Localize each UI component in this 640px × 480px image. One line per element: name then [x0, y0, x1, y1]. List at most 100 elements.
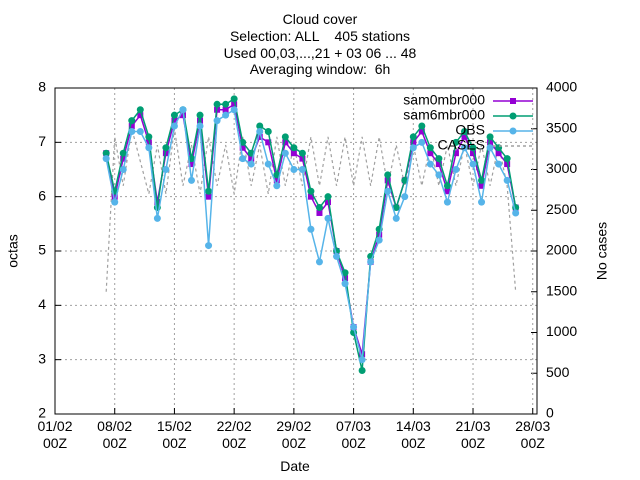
data-point	[410, 139, 417, 146]
data-point	[315, 204, 323, 212]
data-point	[230, 106, 238, 114]
data-point	[256, 122, 264, 130]
data-point	[384, 177, 391, 184]
data-point	[213, 100, 221, 108]
data-point	[443, 182, 451, 190]
data-point	[504, 161, 511, 168]
data-point	[273, 177, 280, 184]
data-point	[196, 122, 204, 130]
data-point	[137, 112, 144, 119]
data-point	[205, 242, 213, 250]
data-point	[401, 176, 409, 184]
data-point	[120, 155, 127, 162]
data-point	[102, 149, 110, 157]
data-point	[290, 150, 297, 157]
y-tick-label: 6	[38, 187, 46, 203]
data-point	[171, 117, 178, 124]
y2-tick-label: 2000	[546, 242, 577, 258]
data-point	[128, 123, 135, 130]
data-point	[367, 258, 375, 266]
data-point	[315, 258, 323, 266]
data-point	[452, 150, 459, 157]
data-point	[162, 144, 170, 152]
x-axis-label: Date	[280, 458, 310, 474]
data-point	[486, 133, 494, 141]
legend-label: sam0mbr000	[403, 92, 485, 108]
data-point	[307, 187, 315, 195]
data-point	[265, 139, 272, 146]
legend-marker	[509, 127, 517, 135]
y2-tick-label: 1000	[546, 323, 577, 339]
data-point	[205, 193, 212, 200]
x-tick-label: 28/03 00Z	[515, 418, 551, 451]
data-point	[452, 138, 460, 146]
data-point	[452, 166, 460, 173]
data-point	[478, 182, 485, 189]
data-point	[503, 176, 511, 184]
legend-marker	[509, 112, 517, 120]
data-point	[162, 166, 170, 173]
data-point	[460, 127, 468, 135]
data-point	[478, 198, 486, 206]
data-point	[273, 182, 281, 190]
data-point	[239, 144, 246, 151]
data-point	[409, 144, 417, 152]
data-point	[239, 138, 247, 146]
data-point	[222, 111, 230, 119]
y-tick-label: 7	[38, 133, 46, 149]
data-point	[469, 160, 477, 168]
data-point	[427, 150, 434, 157]
data-point	[128, 127, 136, 135]
data-point	[435, 171, 443, 179]
data-point	[145, 144, 153, 152]
data-point	[341, 280, 349, 288]
data-point	[316, 209, 323, 216]
x-tick-label: 01/02 00Z	[37, 418, 73, 451]
data-point	[282, 139, 289, 146]
data-point	[495, 150, 502, 157]
y2-tick-label: 500	[546, 364, 570, 380]
data-point	[426, 144, 434, 152]
data-point	[478, 176, 486, 184]
data-point	[435, 155, 443, 163]
data-point	[358, 356, 366, 364]
chart-subtitle: Selection: ALL 405 stations	[229, 28, 411, 44]
data-point	[495, 160, 503, 168]
data-point	[239, 155, 247, 163]
data-point	[512, 209, 520, 217]
chart-title: Cloud cover	[282, 11, 358, 27]
data-point	[487, 139, 494, 146]
x-tick-label: 15/02 00Z	[156, 418, 192, 451]
data-point	[111, 193, 118, 200]
data-point	[248, 155, 255, 162]
x-tick-label: 21/03 00Z	[455, 418, 491, 451]
data-point	[264, 160, 272, 168]
data-point	[102, 155, 110, 163]
data-point	[290, 166, 298, 173]
data-point	[460, 144, 468, 152]
y2-tick-label: 2500	[546, 201, 577, 217]
data-point	[179, 106, 187, 114]
data-point	[375, 236, 383, 244]
data-point	[256, 127, 264, 135]
data-point	[486, 144, 494, 152]
y2-tick-label: 0	[546, 405, 554, 421]
legend-label: OBS	[455, 122, 485, 138]
data-point	[392, 204, 400, 212]
data-point	[324, 193, 332, 201]
data-point	[170, 122, 178, 130]
data-point	[196, 111, 204, 119]
y-tick-label: 4	[38, 296, 46, 312]
data-point	[299, 155, 306, 162]
data-point	[264, 127, 272, 135]
data-point	[213, 117, 221, 125]
data-point	[384, 171, 392, 179]
data-point	[187, 176, 195, 184]
y2-tick-label: 4000	[546, 79, 577, 95]
data-point	[333, 252, 341, 260]
data-point	[418, 138, 426, 146]
y2-axis-label: No cases	[594, 222, 610, 280]
data-point	[418, 128, 425, 135]
data-point	[384, 187, 392, 195]
